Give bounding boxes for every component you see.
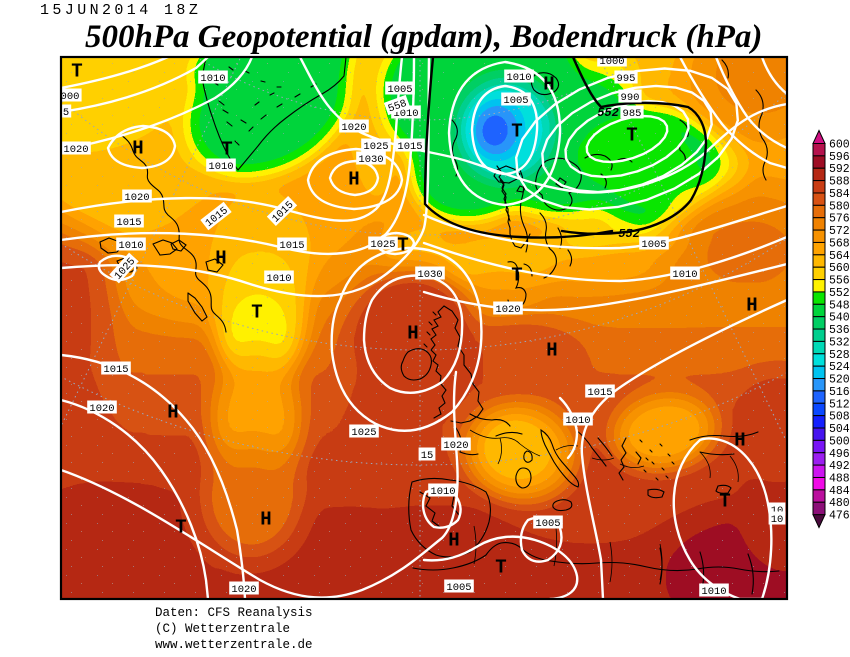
svg-text:1015: 1015 — [116, 217, 141, 229]
svg-text:1010: 1010 — [266, 273, 291, 285]
svg-text:T: T — [251, 302, 262, 324]
svg-text:1010: 1010 — [565, 415, 590, 427]
svg-text:1005: 1005 — [446, 582, 471, 594]
svg-text:1025: 1025 — [370, 239, 395, 251]
svg-text:1010: 1010 — [200, 73, 225, 85]
svg-text:10: 10 — [771, 514, 784, 526]
svg-text:H: H — [448, 530, 459, 552]
svg-text:520: 520 — [829, 374, 850, 387]
svg-text:T: T — [511, 121, 522, 143]
svg-text:000: 000 — [61, 91, 80, 103]
svg-text:T: T — [175, 517, 186, 539]
svg-text:1005: 1005 — [641, 239, 666, 251]
svg-text:990: 990 — [621, 92, 640, 104]
svg-text:1000: 1000 — [599, 56, 624, 68]
svg-text:1030: 1030 — [417, 269, 442, 281]
svg-text:484: 484 — [829, 485, 850, 498]
svg-text:1030: 1030 — [358, 154, 383, 166]
svg-text:H: H — [746, 295, 757, 317]
svg-text:516: 516 — [829, 386, 850, 399]
svg-text:H: H — [260, 509, 271, 531]
svg-text:T: T — [719, 491, 730, 513]
svg-text:H: H — [215, 248, 226, 270]
svg-text:H: H — [132, 138, 143, 160]
svg-text:T: T — [511, 265, 522, 287]
svg-text:T: T — [495, 557, 506, 579]
svg-text:524: 524 — [829, 361, 850, 374]
svg-text:552: 552 — [597, 106, 619, 120]
svg-text:480: 480 — [829, 497, 850, 510]
svg-text:500: 500 — [829, 435, 850, 448]
svg-text:512: 512 — [829, 398, 850, 411]
svg-text:496: 496 — [829, 448, 850, 461]
svg-text:564: 564 — [829, 250, 850, 263]
svg-text:588: 588 — [829, 176, 850, 189]
svg-text:492: 492 — [829, 460, 850, 473]
svg-text:1015: 1015 — [103, 364, 128, 376]
svg-text:476: 476 — [829, 510, 850, 523]
svg-text:1005: 1005 — [387, 84, 412, 96]
svg-text:552: 552 — [618, 227, 640, 241]
svg-text:1025: 1025 — [363, 141, 388, 153]
svg-text:576: 576 — [829, 213, 850, 226]
svg-text:H: H — [167, 402, 178, 424]
svg-text:T: T — [71, 61, 82, 83]
svg-text:592: 592 — [829, 163, 850, 176]
svg-text:548: 548 — [829, 299, 850, 312]
svg-text:504: 504 — [829, 423, 850, 436]
svg-text:552: 552 — [829, 287, 850, 300]
svg-text:580: 580 — [829, 200, 850, 213]
svg-text:T: T — [626, 125, 637, 147]
svg-text:H: H — [407, 323, 418, 345]
svg-text:1015: 1015 — [279, 240, 304, 252]
svg-text:560: 560 — [829, 262, 850, 275]
svg-text:600: 600 — [829, 139, 850, 152]
svg-text:5: 5 — [63, 107, 69, 119]
svg-text:584: 584 — [829, 188, 850, 201]
svg-text:488: 488 — [829, 473, 850, 486]
svg-text:1020: 1020 — [341, 122, 366, 134]
svg-text:536: 536 — [829, 324, 850, 337]
svg-text:H: H — [348, 169, 359, 191]
svg-text:1025: 1025 — [351, 427, 376, 439]
svg-text:H: H — [543, 74, 554, 96]
svg-text:1005: 1005 — [503, 95, 528, 107]
svg-text:1020: 1020 — [124, 192, 149, 204]
svg-text:528: 528 — [829, 349, 850, 362]
svg-text:1020: 1020 — [443, 440, 468, 452]
svg-text:H: H — [734, 430, 745, 452]
svg-text:1020: 1020 — [89, 403, 114, 415]
svg-text:1010: 1010 — [208, 161, 233, 173]
svg-text:1020: 1020 — [495, 304, 520, 316]
svg-text:15: 15 — [421, 450, 434, 462]
svg-text:1010: 1010 — [430, 486, 455, 498]
svg-text:1020: 1020 — [231, 584, 256, 596]
svg-text:1015: 1015 — [397, 141, 422, 153]
svg-text:H: H — [546, 340, 557, 362]
svg-text:1010: 1010 — [506, 72, 531, 84]
svg-text:556: 556 — [829, 275, 850, 288]
svg-text:1015: 1015 — [587, 387, 612, 399]
svg-text:508: 508 — [829, 411, 850, 424]
svg-text:1010: 1010 — [118, 240, 143, 252]
svg-text:985: 985 — [623, 108, 642, 120]
svg-text:1005: 1005 — [535, 518, 560, 530]
svg-text:568: 568 — [829, 238, 850, 251]
svg-text:532: 532 — [829, 336, 850, 349]
svg-text:1010: 1010 — [672, 269, 697, 281]
svg-text:T: T — [221, 139, 232, 161]
svg-text:1010: 1010 — [701, 586, 726, 598]
svg-text:572: 572 — [829, 225, 850, 238]
svg-text:596: 596 — [829, 151, 850, 164]
svg-text:T: T — [397, 235, 408, 257]
svg-text:995: 995 — [617, 73, 636, 85]
svg-text:1020: 1020 — [63, 144, 88, 156]
svg-text:540: 540 — [829, 312, 850, 325]
